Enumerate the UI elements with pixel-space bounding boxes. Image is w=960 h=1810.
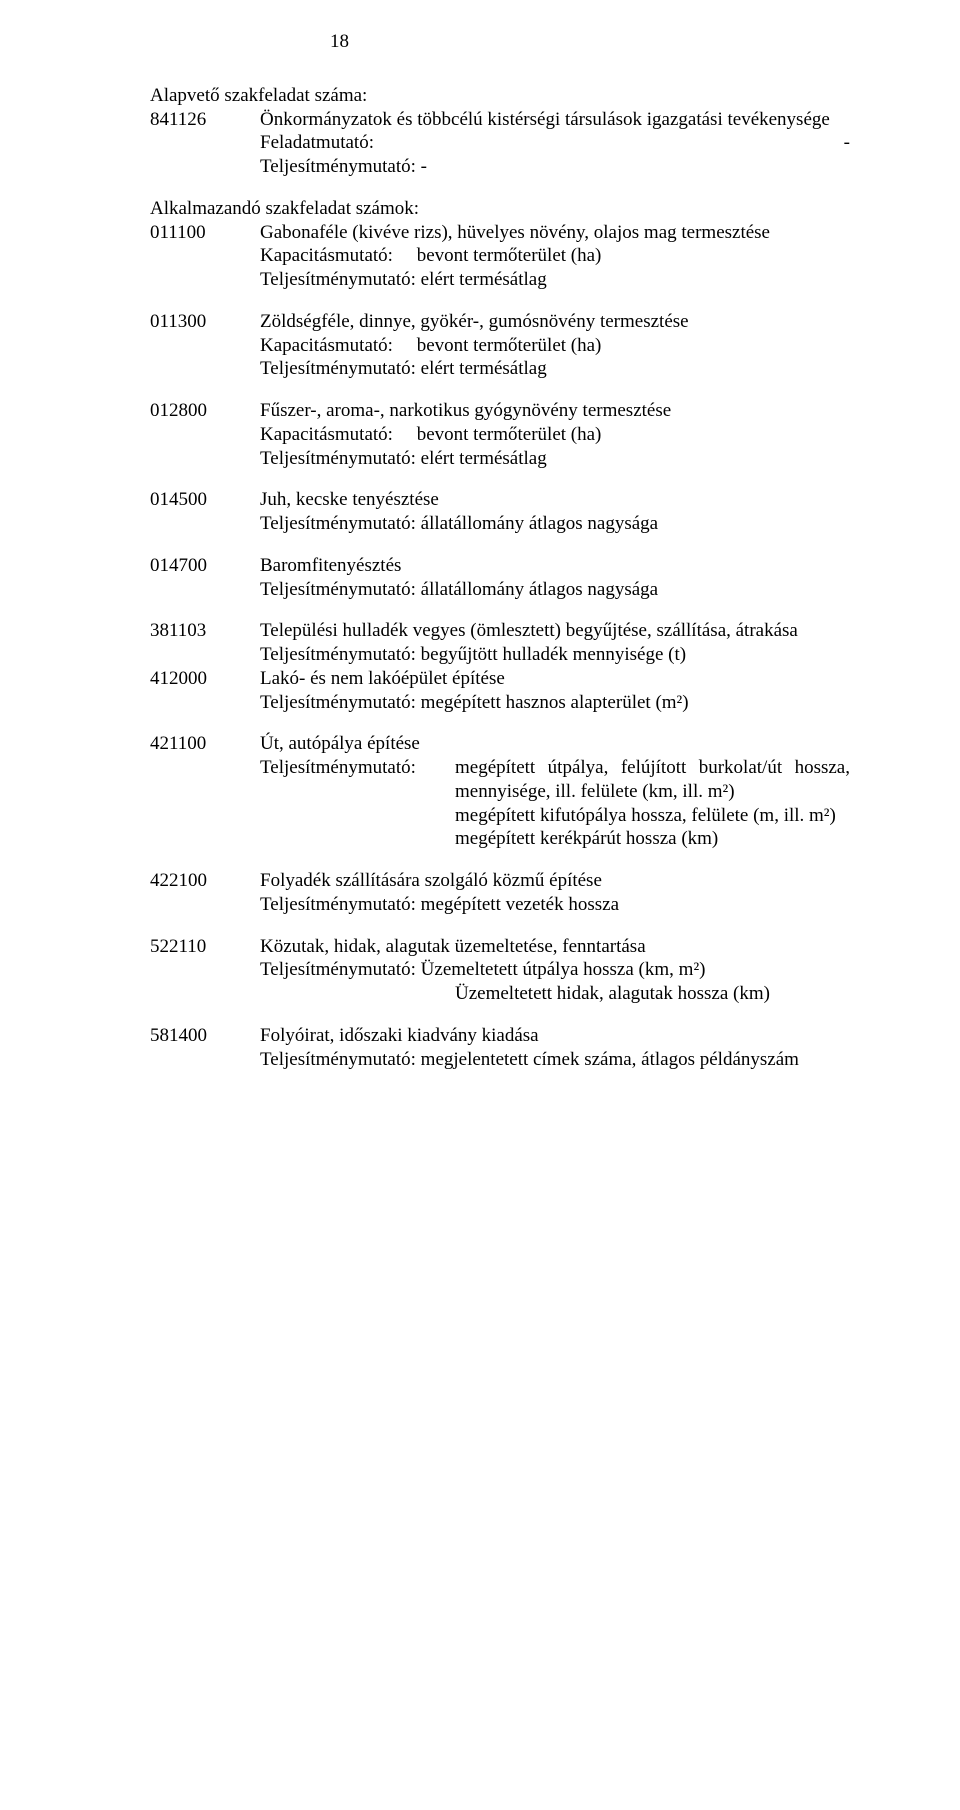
tm2-522110: Üzemeltetett hidak, alagutak hossza (km) bbox=[455, 982, 850, 1006]
code-012800: 012800 bbox=[150, 399, 260, 423]
tm-014700: Teljesítménymutató: állatállomány átlago… bbox=[260, 578, 850, 602]
tm-581400: Teljesítménymutató: megjelentetett címek… bbox=[260, 1048, 850, 1072]
desc-011300: Zöldségféle, dinnye, gyökér-, gumósnövén… bbox=[260, 310, 850, 334]
header-desc: Önkormányzatok és többcélú kistérségi tá… bbox=[260, 108, 850, 132]
tm-011100: Teljesítménymutató: elért termésátlag bbox=[260, 268, 850, 292]
desc-421100: Út, autópálya építése bbox=[260, 732, 850, 756]
tm-012800: Teljesítménymutató: elért termésátlag bbox=[260, 447, 850, 471]
tm-label-421100: Teljesítménymutató: bbox=[260, 756, 455, 851]
km-label-011100: Kapacitásmutató: bbox=[260, 245, 393, 266]
code-581400: 581400 bbox=[150, 1024, 260, 1048]
desc-012800: Fűszer-, aroma-, narkotikus gyógynövény … bbox=[260, 399, 850, 423]
km-label-011300: Kapacitásmutató: bbox=[260, 335, 393, 356]
header-fm-val: - bbox=[844, 131, 850, 155]
tm-l3-421100: megépített kerékpárút hossza (km) bbox=[455, 827, 850, 851]
desc-422100: Folyadék szállítására szolgáló közmű épí… bbox=[260, 869, 850, 893]
km-val-011300: bevont termőterület (ha) bbox=[417, 335, 602, 356]
tm-l1-421100: megépített útpálya, felújított burkolat/… bbox=[455, 756, 850, 804]
code-381103: 381103 bbox=[150, 619, 260, 643]
code-014500: 014500 bbox=[150, 488, 260, 512]
desc-381103: Települési hulladék vegyes (ömlesztett) … bbox=[260, 619, 850, 643]
code-011300: 011300 bbox=[150, 310, 260, 334]
code-011100: 011100 bbox=[150, 221, 260, 245]
tm1-522110: Teljesítménymutató: Üzemeltetett útpálya… bbox=[260, 958, 850, 982]
desc-011100: Gabonaféle (kivéve rizs), hüvelyes növén… bbox=[260, 221, 850, 245]
desc-014700: Baromfitenyésztés bbox=[260, 554, 850, 578]
tm-014500: Teljesítménymutató: állatállomány átlago… bbox=[260, 512, 850, 536]
code-421100: 421100 bbox=[150, 732, 260, 756]
page-number: 18 bbox=[330, 30, 850, 54]
code-422100: 422100 bbox=[150, 869, 260, 893]
header-code: 841126 bbox=[150, 108, 260, 132]
code-522110: 522110 bbox=[150, 935, 260, 959]
header-fm-label: Feladatmutató: bbox=[260, 131, 440, 155]
code-412000: 412000 bbox=[150, 667, 260, 691]
applied-header: Alkalmazandó szakfeladat számok: bbox=[150, 197, 850, 221]
desc-581400: Folyóirat, időszaki kiadvány kiadása bbox=[260, 1024, 850, 1048]
tm-381103: Teljesítménymutató: begyűjtött hulladék … bbox=[260, 643, 850, 667]
header-tm-label: Teljesítménymutató: bbox=[260, 155, 416, 179]
tm-011300: Teljesítménymutató: elért termésátlag bbox=[260, 357, 850, 381]
desc-522110: Közutak, hidak, alagutak üzemeltetése, f… bbox=[260, 935, 850, 959]
km-val-012800: bevont termőterület (ha) bbox=[417, 424, 602, 445]
desc-014500: Juh, kecske tenyésztése bbox=[260, 488, 850, 512]
tm-412000: Teljesítménymutató: megépített hasznos a… bbox=[260, 691, 850, 715]
km-label-012800: Kapacitásmutató: bbox=[260, 424, 393, 445]
km-val-011100: bevont termőterület (ha) bbox=[417, 245, 602, 266]
tm-l2-421100: megépített kifutópálya hossza, felülete … bbox=[455, 804, 850, 828]
desc-412000: Lakó- és nem lakóépület építése bbox=[260, 667, 850, 691]
code-014700: 014700 bbox=[150, 554, 260, 578]
header-tm-val: - bbox=[416, 155, 427, 179]
main-header-title: Alapvető szakfeladat száma: bbox=[150, 84, 850, 108]
tm-422100: Teljesítménymutató: megépített vezeték h… bbox=[260, 893, 850, 917]
